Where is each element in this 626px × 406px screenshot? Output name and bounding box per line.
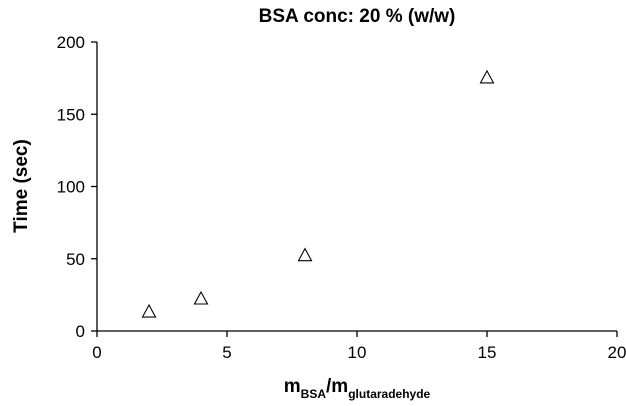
- x-axis-label-base1: m: [284, 376, 301, 397]
- data-point-marker: [479, 69, 495, 84]
- x-tick-label: 20: [608, 343, 626, 362]
- chart-title: BSA conc: 20 % (w/w): [259, 6, 456, 27]
- plot-area: 0 50 100 150 200 0 5 10 15 20: [57, 33, 626, 362]
- y-axis-ticks: 0 50 100 150 200: [57, 33, 97, 341]
- data-point-marker: [141, 303, 157, 318]
- y-tick-label: 150: [57, 105, 85, 124]
- x-axis-label: mBSA/mglutaradehyde: [284, 376, 431, 401]
- x-tick-label: 15: [478, 343, 497, 362]
- y-tick-label: 200: [57, 33, 85, 52]
- y-tick-label: 50: [66, 250, 85, 269]
- x-tick-label: 0: [92, 343, 101, 362]
- data-markers: [141, 69, 495, 318]
- y-tick-label: 100: [57, 178, 85, 197]
- x-axis-label-sub1: BSA: [301, 387, 327, 401]
- x-axis-label-separator: /m: [326, 376, 348, 397]
- x-tick-label: 5: [222, 343, 231, 362]
- y-axis-label: Time (sec): [11, 139, 32, 233]
- x-axis-label-sub2: glutaradehyde: [348, 387, 430, 401]
- data-point-marker: [193, 290, 209, 305]
- x-tick-label: 10: [348, 343, 367, 362]
- x-axis-ticks: 0 5 10 15 20: [92, 331, 626, 362]
- data-point-marker: [297, 247, 313, 262]
- y-tick-label: 0: [76, 322, 85, 341]
